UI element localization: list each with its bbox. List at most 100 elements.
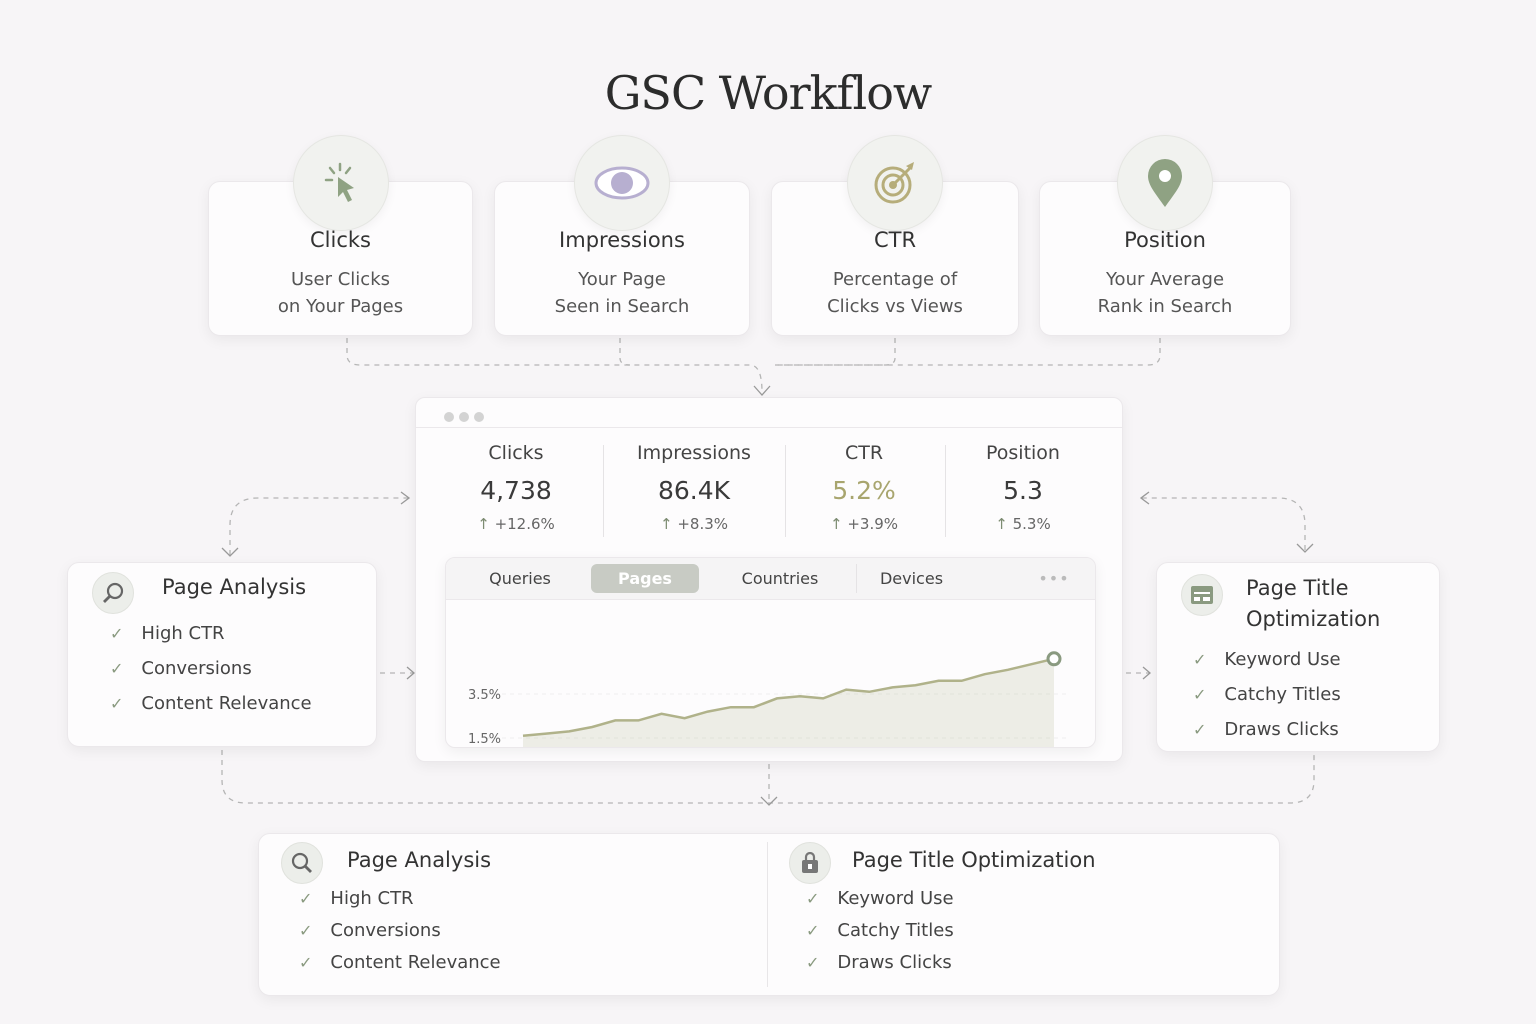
tab-queries[interactable]: Queries [489,569,551,588]
divider [785,445,786,537]
window-dot [474,412,484,422]
arrow-up-icon: ↑ [829,515,843,533]
checklist-item: ✓ Conversions [110,658,252,679]
check-icon: ✓ [110,694,124,713]
section-title: Page Title Optimization [852,848,1096,872]
card-title: Clicks [310,228,371,252]
card-title: Position [1124,228,1206,252]
window-titlebar [416,398,1122,428]
checklist-item: ✓ Keyword Use [806,888,954,909]
metric-clicks: Clicks 4,738 ↑ +12.6% [426,442,606,533]
window-dot [444,412,454,422]
chart-panel: Queries Pages Countries Devices ••• 3.5%… [445,557,1096,748]
metric-value: 4,738 [480,476,552,505]
card-title: Impressions [559,228,685,252]
checklist-item: ✓ Content Relevance [110,693,312,714]
section-title: Page Analysis [347,848,492,872]
metric-label: Impressions [637,442,751,464]
page-analysis-card: Page Analysis ✓ High CTR ✓ Conversions ✓ Cont… [67,562,377,747]
metric-change: +12.6% [494,515,555,533]
target-icon [847,135,943,231]
metric-position: Position 5.3 ↑ 5.3% [933,442,1113,533]
check-icon: ✓ [1193,720,1207,739]
card-description: Your Page [578,269,666,290]
check-icon: ✓ [299,889,313,908]
eye-icon [574,135,670,231]
metric-card-clicks: Clicks User Clicks on Your Pages [208,181,473,336]
metric-change: +3.9% [847,515,899,533]
checklist-item-label: High CTR [330,888,414,909]
checklist-item-label: Catchy Titles [1224,684,1341,705]
metric-value: 5.3 [1003,476,1043,505]
checklist-item: ✓ Keyword Use [1193,649,1341,670]
check-icon: ✓ [110,624,124,643]
layout-icon [1181,574,1223,616]
tab-pages[interactable]: Pages [591,564,699,593]
check-icon: ✓ [299,953,313,972]
checklist-item-label: Content Relevance [330,952,501,973]
y-tick-label: 3.5% [468,688,501,703]
metric-change: +8.3% [677,515,729,533]
card-description: on Your Pages [277,296,404,317]
checklist-item: ✓ Conversions [299,920,441,941]
checklist-item: ✓ Draws Clicks [1193,719,1339,740]
checklist-item-label: Conversions [141,658,252,679]
card-description: Rank in Search [1097,296,1233,317]
tab-countries[interactable]: Countries [741,569,819,588]
metric-impressions: Impressions 86.4K ↑ +8.3% [604,442,784,533]
check-icon: ✓ [1193,650,1207,669]
card-title: Page Title [1246,576,1349,600]
check-icon: ✓ [110,659,124,678]
metric-ctr: CTR 5.2% ↑ +3.9% [774,442,954,533]
card-description: Seen in Search [554,296,690,317]
metric-value: 5.2% [832,476,896,505]
metric-label: Clicks [488,442,544,464]
window-dot [459,412,469,422]
checklist-item-label: Draws Clicks [1224,719,1339,740]
checklist-item: ✓ Catchy Titles [806,920,954,941]
checklist-item-label: Keyword Use [1224,649,1341,670]
metric-label: CTR [844,442,884,464]
card-description: Percentage of [832,269,958,290]
checklist-item-label: High CTR [141,623,225,644]
cursor-click-icon [292,135,389,231]
checklist-item: ✓ Catchy Titles [1193,684,1341,705]
check-icon: ✓ [806,953,820,972]
metric-card-ctr: CTR Percentage of Clicks vs Views [771,181,1019,336]
checklist-item: ✓ Content Relevance [299,952,501,973]
metric-change: 5.3% [1012,515,1051,533]
tab-devices[interactable]: Devices [856,564,966,593]
check-icon: ✓ [1193,685,1207,704]
card-title: Optimization [1246,607,1381,631]
card-description: User Clicks [290,269,391,290]
y-tick-label: 1.5% [468,732,501,747]
page-title-optimization-card: Page Title Optimization ✓ Keyword Use ✓ Cat… [1156,562,1440,752]
metric-value: 86.4K [657,476,731,505]
card-title: CTR [873,228,917,252]
checklist-item: ✓ Draws Clicks [806,952,952,973]
divider [767,842,768,987]
checklist-item-label: Conversions [330,920,441,941]
area-fill [523,658,1054,747]
series-line [522,657,1055,738]
check-icon: ✓ [806,921,820,940]
check-icon: ✓ [299,921,313,940]
more-options-icon[interactable]: ••• [1038,569,1070,588]
search-icon [281,842,323,884]
checklist-item: ✓ High CTR [299,888,414,909]
map-pin-icon [1117,135,1213,231]
card-description: Your Average [1105,269,1225,290]
divider [603,445,604,537]
checklist-item-label: Draws Clicks [837,952,952,973]
divider [945,445,946,537]
checklist-item-label: Keyword Use [837,888,954,909]
checklist-item-label: Content Relevance [141,693,312,714]
summary-panel: Page Analysis Page Title Optimization ✓ H… [258,833,1280,996]
metric-label: Position [986,442,1060,464]
card-description: Clicks vs Views [827,296,963,317]
check-icon: ✓ [806,889,820,908]
arrow-up-icon: ↑ [477,515,490,533]
checklist-item: ✓ High CTR [110,623,225,644]
search-icon [92,572,134,614]
